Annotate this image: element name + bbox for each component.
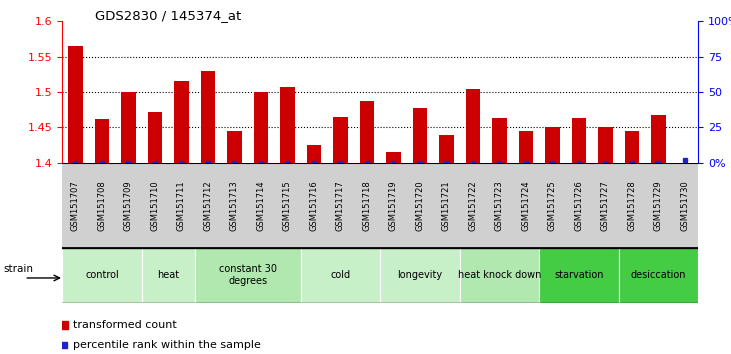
Text: GSM151729: GSM151729 bbox=[654, 180, 663, 231]
Bar bbox=[148, 112, 162, 163]
Text: starvation: starvation bbox=[554, 270, 604, 280]
Text: GSM151714: GSM151714 bbox=[257, 180, 265, 231]
Text: GSM151711: GSM151711 bbox=[177, 180, 186, 231]
Text: GDS2830 / 145374_at: GDS2830 / 145374_at bbox=[95, 9, 241, 22]
Bar bbox=[306, 145, 321, 163]
Text: strain: strain bbox=[4, 264, 34, 274]
Text: GSM151707: GSM151707 bbox=[71, 180, 80, 231]
Bar bbox=[280, 87, 295, 163]
Bar bbox=[518, 131, 533, 163]
Bar bbox=[333, 117, 348, 163]
Text: GSM151726: GSM151726 bbox=[575, 180, 583, 231]
Bar bbox=[466, 89, 480, 163]
Text: desiccation: desiccation bbox=[631, 270, 686, 280]
Bar bbox=[227, 131, 242, 163]
Text: GSM151715: GSM151715 bbox=[283, 180, 292, 231]
Bar bbox=[545, 127, 560, 163]
Bar bbox=[62, 248, 142, 303]
Text: heat knock down: heat knock down bbox=[458, 270, 541, 280]
Bar bbox=[492, 118, 507, 163]
Bar bbox=[94, 119, 109, 163]
Text: GSM151710: GSM151710 bbox=[151, 180, 159, 231]
Text: GSM151719: GSM151719 bbox=[389, 180, 398, 231]
Text: percentile rank within the sample: percentile rank within the sample bbox=[73, 340, 261, 350]
Text: GSM151709: GSM151709 bbox=[124, 180, 133, 231]
Text: GSM151723: GSM151723 bbox=[495, 180, 504, 231]
Text: transformed count: transformed count bbox=[73, 320, 177, 330]
Text: GSM151712: GSM151712 bbox=[203, 180, 213, 231]
Text: GSM151717: GSM151717 bbox=[336, 180, 345, 231]
Bar bbox=[439, 135, 454, 163]
Text: heat: heat bbox=[157, 270, 179, 280]
Bar bbox=[254, 92, 268, 163]
Text: longevity: longevity bbox=[398, 270, 442, 280]
Text: GSM151725: GSM151725 bbox=[548, 180, 557, 231]
Bar bbox=[460, 248, 539, 303]
Text: GSM151724: GSM151724 bbox=[521, 180, 531, 231]
Bar bbox=[68, 46, 83, 163]
Bar bbox=[618, 248, 698, 303]
Text: GSM151718: GSM151718 bbox=[363, 180, 371, 231]
Bar bbox=[572, 118, 586, 163]
Bar bbox=[200, 71, 215, 163]
Bar bbox=[174, 81, 189, 163]
Bar bbox=[300, 248, 380, 303]
Bar bbox=[598, 127, 613, 163]
Text: GSM151728: GSM151728 bbox=[627, 180, 637, 231]
Text: GSM151727: GSM151727 bbox=[601, 180, 610, 231]
Bar bbox=[624, 131, 639, 163]
Bar bbox=[121, 92, 136, 163]
Text: GSM151720: GSM151720 bbox=[415, 180, 425, 231]
Text: cold: cold bbox=[330, 270, 350, 280]
Bar bbox=[360, 101, 374, 163]
Text: constant 30
degrees: constant 30 degrees bbox=[219, 264, 276, 286]
Bar bbox=[194, 248, 300, 303]
Bar bbox=[412, 108, 427, 163]
Bar bbox=[539, 248, 618, 303]
Text: GSM151722: GSM151722 bbox=[469, 180, 477, 231]
Text: control: control bbox=[85, 270, 118, 280]
Bar bbox=[380, 248, 460, 303]
Text: GSM151716: GSM151716 bbox=[309, 180, 319, 231]
Bar bbox=[142, 248, 194, 303]
Text: GSM151730: GSM151730 bbox=[681, 180, 689, 231]
Text: GSM151713: GSM151713 bbox=[230, 180, 239, 231]
Bar bbox=[386, 152, 401, 163]
Bar bbox=[651, 115, 666, 163]
Text: GSM151708: GSM151708 bbox=[97, 180, 107, 231]
Text: GSM151721: GSM151721 bbox=[442, 180, 451, 231]
